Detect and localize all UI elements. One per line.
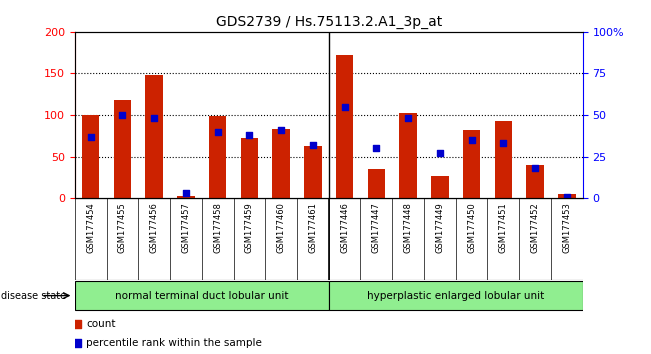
Text: GSM177448: GSM177448	[404, 202, 413, 253]
Point	[435, 150, 445, 156]
Point	[244, 132, 255, 138]
Text: GSM177459: GSM177459	[245, 202, 254, 253]
Point	[530, 165, 540, 171]
Text: GSM177447: GSM177447	[372, 202, 381, 253]
Point	[219, 88, 230, 94]
Text: hyperplastic enlarged lobular unit: hyperplastic enlarged lobular unit	[367, 291, 544, 301]
Point	[371, 145, 381, 151]
Bar	[272, 129, 290, 198]
Point	[308, 142, 318, 148]
Text: disease state: disease state	[1, 291, 66, 301]
Point	[339, 104, 350, 110]
Text: GSM177453: GSM177453	[562, 202, 572, 253]
Bar	[304, 146, 322, 198]
Bar	[399, 113, 417, 198]
Point	[562, 194, 572, 199]
Bar	[368, 169, 385, 198]
Bar	[526, 165, 544, 198]
Point	[276, 127, 286, 133]
Point	[149, 115, 159, 121]
Point	[181, 190, 191, 196]
Point	[85, 134, 96, 139]
Text: GSM177461: GSM177461	[309, 202, 318, 253]
Bar	[82, 115, 100, 198]
Text: GSM177451: GSM177451	[499, 202, 508, 253]
Point	[403, 115, 413, 121]
Bar	[145, 75, 163, 198]
Text: GSM177449: GSM177449	[436, 202, 445, 253]
Text: count: count	[87, 319, 116, 329]
Point	[117, 112, 128, 118]
Text: GSM177456: GSM177456	[150, 202, 159, 253]
Text: GSM177457: GSM177457	[182, 202, 191, 253]
Text: GSM177446: GSM177446	[340, 202, 349, 253]
Bar	[336, 55, 353, 198]
Bar	[75, 281, 329, 310]
Text: GSM177452: GSM177452	[531, 202, 540, 253]
Point	[212, 129, 223, 135]
Bar	[431, 176, 449, 198]
Point	[466, 137, 477, 143]
Bar	[495, 121, 512, 198]
Bar	[558, 194, 575, 198]
Bar	[329, 281, 583, 310]
Bar	[114, 100, 132, 198]
Bar	[463, 130, 480, 198]
Point	[219, 266, 230, 271]
Text: GSM177458: GSM177458	[213, 202, 222, 253]
Text: normal terminal duct lobular unit: normal terminal duct lobular unit	[115, 291, 288, 301]
Text: GSM177450: GSM177450	[467, 202, 476, 253]
Bar	[209, 116, 227, 198]
Text: GSM177454: GSM177454	[86, 202, 95, 253]
Text: GSM177455: GSM177455	[118, 202, 127, 253]
Point	[498, 141, 508, 146]
Text: percentile rank within the sample: percentile rank within the sample	[87, 338, 262, 348]
Bar	[177, 196, 195, 198]
Bar	[241, 138, 258, 198]
Title: GDS2739 / Hs.75113.2.A1_3p_at: GDS2739 / Hs.75113.2.A1_3p_at	[215, 16, 442, 29]
Text: GSM177460: GSM177460	[277, 202, 286, 253]
